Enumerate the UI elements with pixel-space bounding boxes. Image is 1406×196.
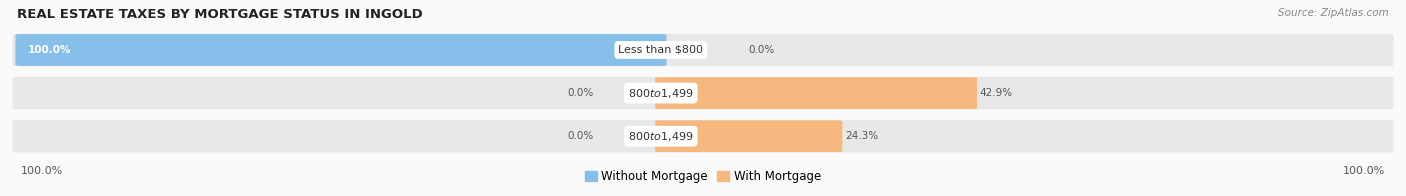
Text: 24.3%: 24.3% bbox=[845, 131, 879, 141]
Text: 0.0%: 0.0% bbox=[748, 45, 775, 55]
Text: $800 to $1,499: $800 to $1,499 bbox=[628, 130, 693, 143]
Text: 100.0%: 100.0% bbox=[28, 45, 72, 55]
Text: 42.9%: 42.9% bbox=[980, 88, 1012, 98]
Text: 0.0%: 0.0% bbox=[567, 88, 593, 98]
FancyBboxPatch shape bbox=[15, 34, 666, 66]
Legend: Without Mortgage, With Mortgage: Without Mortgage, With Mortgage bbox=[581, 166, 825, 188]
Text: 100.0%: 100.0% bbox=[1343, 166, 1385, 176]
FancyBboxPatch shape bbox=[655, 120, 842, 152]
Text: $800 to $1,499: $800 to $1,499 bbox=[628, 87, 693, 100]
Text: Less than $800: Less than $800 bbox=[619, 45, 703, 55]
FancyBboxPatch shape bbox=[13, 120, 1393, 152]
Text: REAL ESTATE TAXES BY MORTGAGE STATUS IN INGOLD: REAL ESTATE TAXES BY MORTGAGE STATUS IN … bbox=[17, 8, 423, 21]
FancyBboxPatch shape bbox=[13, 34, 1393, 66]
Text: 100.0%: 100.0% bbox=[21, 166, 63, 176]
FancyBboxPatch shape bbox=[655, 77, 977, 109]
Text: Source: ZipAtlas.com: Source: ZipAtlas.com bbox=[1278, 8, 1389, 18]
FancyBboxPatch shape bbox=[13, 77, 1393, 109]
Text: 0.0%: 0.0% bbox=[567, 131, 593, 141]
